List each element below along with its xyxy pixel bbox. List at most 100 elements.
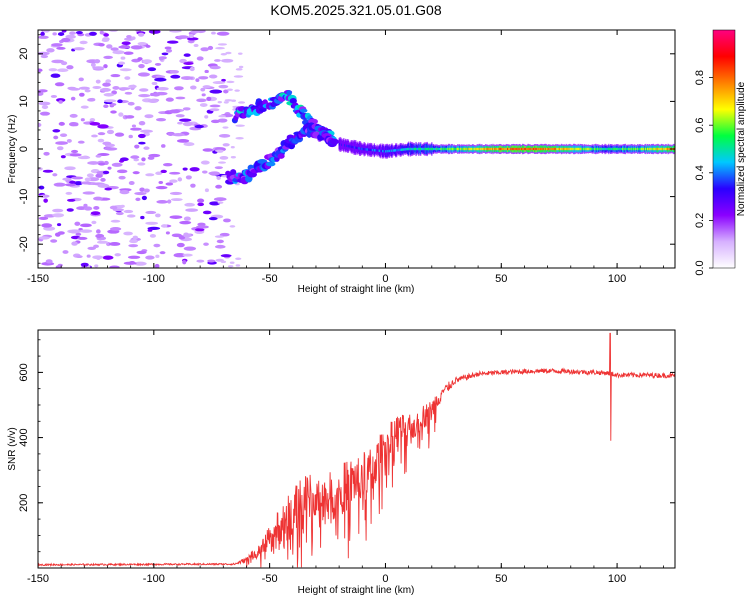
spectrogram-noise-blob	[213, 197, 227, 202]
spectrogram-line-core	[432, 147, 434, 151]
spectrogram-noise-blob	[190, 85, 197, 90]
spectrogram-noise-blob	[124, 91, 133, 95]
spectrogram-line-core	[501, 147, 503, 151]
spectrogram-line-core	[391, 149, 393, 152]
spectrogram-line-core	[639, 147, 641, 151]
spectrogram-noise-blob	[209, 104, 221, 108]
spectrogram-line-core	[346, 144, 349, 148]
x-tick-label: 50	[495, 273, 507, 285]
spectrogram-line-core	[572, 147, 575, 151]
spectrogram-noise-blob	[170, 198, 183, 202]
spectrogram-noise-blob	[217, 100, 222, 104]
spectrogram-noise-blob	[175, 96, 186, 100]
spectrogram-line-core	[610, 147, 613, 151]
spectrogram-noise-blob	[80, 262, 89, 267]
spectrogram-line-core	[415, 147, 417, 151]
spectrogram-line-core	[408, 147, 410, 151]
spectrogram-line-core	[665, 147, 667, 151]
spectrogram-noise-blob	[100, 236, 107, 241]
spectrogram-noise-blob	[188, 34, 194, 39]
spectrogram-noise-blob	[86, 173, 94, 178]
spectrogram-line-core	[618, 147, 620, 151]
spectrogram-line-core	[544, 147, 546, 151]
colorbar-tick-label: 0.0	[694, 260, 706, 275]
spectrogram-noise-blob	[145, 44, 151, 48]
spectrogram-line-core	[393, 149, 395, 152]
spectrogram-noise-blob	[107, 166, 112, 170]
spectrogram-line-core	[660, 147, 662, 151]
spectrogram-line-core	[378, 149, 380, 152]
spectrogram-line-core	[635, 147, 638, 151]
spectrogram-noise-blob	[84, 89, 91, 93]
spectrogram-noise-blob	[149, 234, 157, 238]
spectrogram-line-core	[490, 147, 492, 151]
spectrogram-noise-blob	[95, 79, 101, 84]
spectrogram-line-core	[629, 147, 631, 151]
spectrogram-noise-blob	[147, 98, 159, 104]
spectrogram-noise-blob	[52, 173, 58, 177]
spectrogram-line-core	[370, 148, 372, 152]
spectrogram-noise-blob	[137, 42, 147, 46]
spectrogram-noise-blob	[118, 175, 126, 180]
x-tick-label: 0	[382, 573, 388, 585]
spectrogram-noise-blob	[161, 224, 168, 228]
spectrogram-line-core	[583, 147, 585, 151]
spectrogram-noise-blob	[193, 43, 199, 48]
spectrogram-noise-blob	[68, 229, 81, 234]
spectrogram-noise-blob	[102, 170, 110, 175]
spectrogram-line-core	[493, 147, 495, 151]
spectrogram-line-core	[344, 144, 346, 147]
spectrogram-line-core	[377, 149, 379, 152]
spectrogram-noise-blob	[90, 211, 101, 216]
spectrogram-line-core	[530, 147, 532, 151]
spectrogram-noise-blob	[183, 233, 192, 238]
spectrogram-line-core	[491, 147, 493, 151]
spectrogram-noise-blob	[137, 72, 150, 77]
spectrogram-line-core	[627, 147, 629, 151]
spectrogram-line-core	[410, 147, 413, 151]
spectrogram-line-core	[588, 147, 590, 151]
snr-content	[38, 332, 675, 568]
spectrogram-noise-blob	[92, 66, 105, 70]
spectrogram-noise-blob	[38, 122, 42, 128]
spectrogram-line-core	[621, 147, 623, 151]
spectrogram-noise-blob	[121, 41, 131, 46]
spectrogram-line-core	[351, 145, 353, 149]
spectrogram-noise-blob	[75, 31, 83, 35]
spectrogram-noise-blob	[173, 253, 186, 258]
spectrogram-line-core	[592, 147, 594, 151]
spectrogram-noise-blob	[198, 76, 209, 80]
spectrogram-noise-blob	[134, 191, 147, 196]
spectrogram-noise-blob	[96, 229, 101, 234]
spectrogram-noise-blob	[199, 103, 208, 108]
spectrogram-line-core	[489, 147, 491, 151]
spectrogram-line-core	[495, 147, 497, 151]
spectrogram-line-core	[387, 149, 389, 153]
spectrogram-noise-blob	[161, 52, 169, 56]
spectrogram-line-core	[443, 147, 445, 151]
y-tick-label: -20	[18, 236, 30, 252]
colorbar-tick-label: 0.6	[694, 118, 706, 133]
spectrogram-line-core	[500, 147, 502, 151]
spectrogram-line-core	[585, 147, 588, 151]
spectrogram-noise-blob	[179, 58, 187, 64]
spectrogram-noise-blob	[123, 231, 133, 236]
spectrogram-noise-blob	[59, 133, 68, 138]
spectrogram-noise-blob	[110, 110, 117, 114]
spectrogram-line-core	[645, 147, 647, 151]
spectrogram-line-core	[612, 147, 615, 151]
spectrogram-line-core	[343, 143, 345, 147]
spectrogram-line-core	[470, 147, 472, 151]
spectrogram-noise-blob	[214, 166, 223, 170]
spectrogram-noise-blob	[137, 57, 143, 61]
spectrogram-line-core	[383, 150, 386, 153]
spectrogram-line-core	[413, 147, 415, 151]
spectrogram-noise-blob	[216, 176, 221, 180]
spectrogram-line-core	[383, 149, 385, 153]
spectrogram-line-core	[526, 147, 528, 151]
spectrogram-noise-blob	[102, 255, 114, 260]
spectrogram-noise-blob	[97, 132, 106, 136]
colorbar: 0.0 0.2 0.4 0.6 0.8 Normalized spectral ampl…	[694, 29, 747, 276]
spectrogram-line-core	[458, 147, 460, 151]
spectrogram-noise-blob	[103, 55, 113, 59]
